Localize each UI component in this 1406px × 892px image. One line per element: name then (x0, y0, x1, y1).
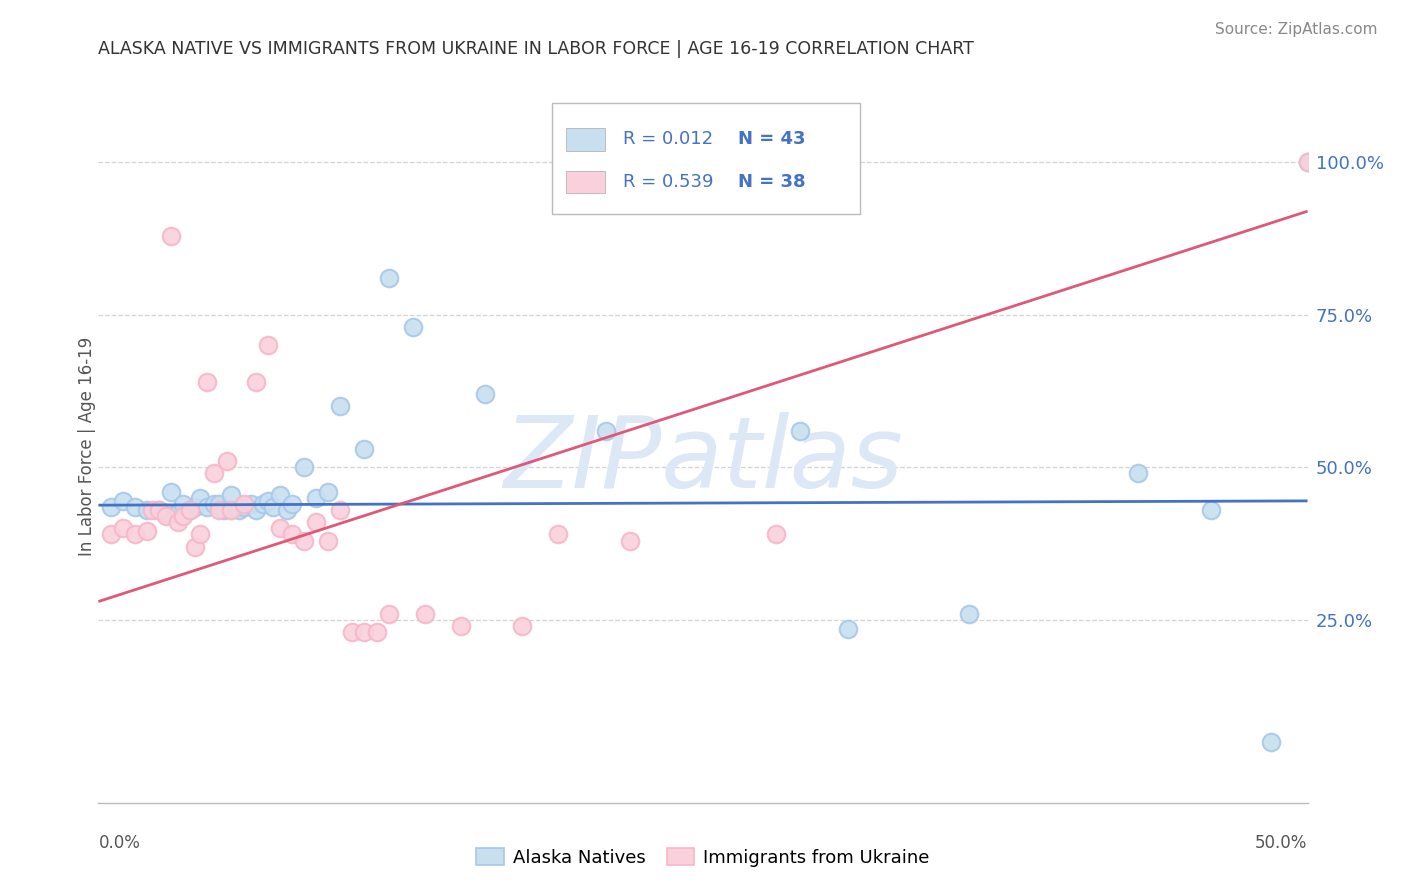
Point (353, 442, 375, 456)
Point (329, 400, 352, 414)
Point (111, 521, 134, 535)
Point (208, 503, 231, 517)
Point (204, 497, 226, 511)
Point (595, 424, 617, 438)
Point (135, 524, 157, 539)
Point (329, 503, 352, 517)
Point (262, 500, 284, 514)
Point (1199, 503, 1222, 517)
Point (377, 607, 399, 621)
Point (366, 625, 388, 640)
Point (232, 500, 254, 514)
Point (135, 503, 157, 517)
Point (172, 497, 194, 511)
Point (1260, 735, 1282, 749)
Point (184, 500, 207, 514)
Point (292, 533, 315, 548)
Point (1296, 155, 1319, 169)
Point (281, 497, 304, 511)
Legend: Alaska Natives, Immigrants from Ukraine: Alaska Natives, Immigrants from Ukraine (470, 841, 936, 874)
Point (837, 622, 859, 636)
FancyBboxPatch shape (551, 103, 860, 214)
Text: R = 0.539: R = 0.539 (623, 173, 714, 191)
Point (316, 533, 339, 548)
Point (957, 607, 980, 621)
Point (184, 540, 207, 554)
Text: 0.0%: 0.0% (98, 834, 141, 852)
Point (252, 497, 274, 511)
Point (221, 503, 243, 517)
Point (292, 460, 315, 475)
Point (215, 454, 238, 468)
Text: N = 43: N = 43 (738, 130, 806, 148)
Point (765, 527, 787, 541)
Point (160, 228, 183, 243)
Point (195, 500, 218, 514)
Point (269, 521, 291, 535)
Point (619, 533, 641, 548)
Point (148, 503, 170, 517)
Point (172, 509, 194, 524)
Y-axis label: In Labor Force | Age 16-19: In Labor Force | Age 16-19 (79, 336, 96, 556)
Point (245, 375, 267, 389)
Point (124, 527, 146, 541)
Point (204, 467, 226, 481)
Point (195, 375, 218, 389)
Point (179, 503, 201, 517)
Point (155, 509, 177, 524)
Point (402, 320, 425, 334)
Point (510, 619, 533, 633)
Text: ZIPatlas: ZIPatlas (503, 412, 903, 508)
Point (239, 497, 262, 511)
Point (124, 500, 146, 514)
Point (276, 503, 298, 517)
Point (1128, 467, 1150, 481)
Point (179, 503, 201, 517)
Point (377, 271, 399, 285)
Point (155, 506, 177, 520)
Point (167, 506, 190, 520)
Point (305, 491, 328, 505)
Point (100, 500, 122, 514)
Point (208, 497, 231, 511)
Point (450, 619, 472, 633)
Point (141, 503, 163, 517)
Point (1296, 155, 1319, 169)
Text: 50.0%: 50.0% (1256, 834, 1308, 852)
FancyBboxPatch shape (567, 128, 605, 151)
FancyBboxPatch shape (567, 170, 605, 194)
Point (160, 484, 183, 499)
Point (789, 424, 811, 438)
Text: N = 38: N = 38 (738, 173, 806, 191)
Point (221, 488, 243, 502)
Point (212, 503, 235, 517)
Point (256, 494, 278, 508)
Point (269, 488, 291, 502)
Point (547, 527, 569, 541)
Point (342, 625, 364, 640)
Point (188, 527, 211, 541)
Point (148, 503, 170, 517)
Point (245, 503, 267, 517)
Point (188, 491, 211, 505)
Point (111, 494, 134, 508)
Point (305, 515, 328, 529)
Point (281, 527, 304, 541)
Text: R = 0.012: R = 0.012 (623, 130, 713, 148)
Point (353, 625, 375, 640)
Point (100, 527, 122, 541)
Point (316, 484, 339, 499)
Point (167, 515, 190, 529)
Text: Source: ZipAtlas.com: Source: ZipAtlas.com (1215, 22, 1378, 37)
Point (228, 503, 250, 517)
Point (413, 607, 436, 621)
Point (256, 338, 278, 352)
Text: ALASKA NATIVE VS IMMIGRANTS FROM UKRAINE IN LABOR FORCE | AGE 16-19 CORRELATION : ALASKA NATIVE VS IMMIGRANTS FROM UKRAINE… (98, 40, 974, 58)
Point (232, 497, 254, 511)
Point (474, 387, 496, 401)
